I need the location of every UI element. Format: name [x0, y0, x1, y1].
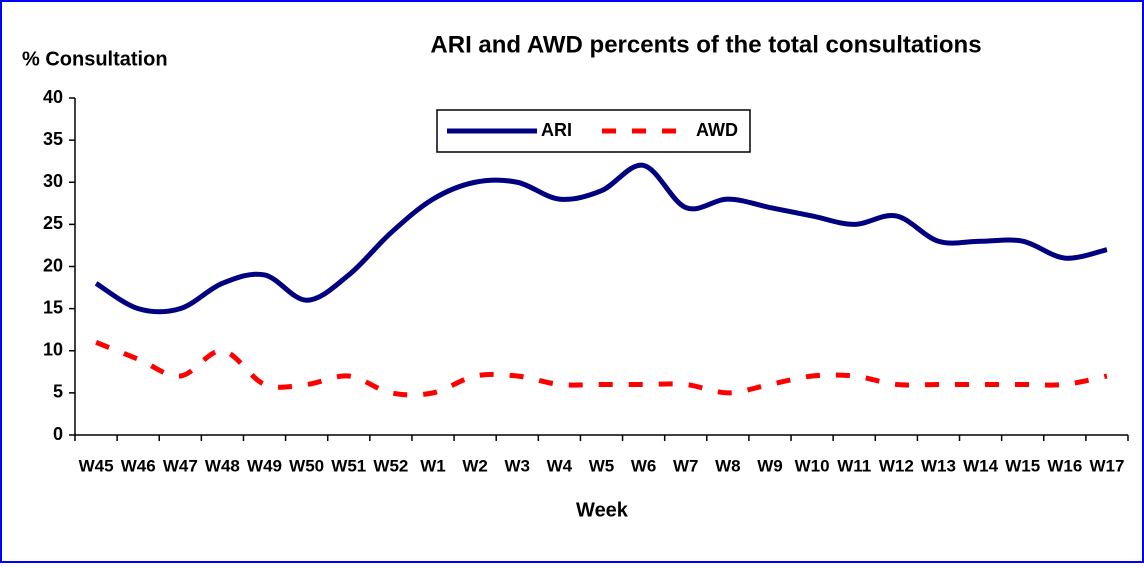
x-tick-label: W12 — [879, 456, 914, 475]
chart-title: ARI and AWD percents of the total consul… — [430, 31, 981, 58]
x-tick-label: W1 — [420, 456, 446, 475]
x-tick-label: W16 — [1047, 456, 1082, 475]
y-tick-label: 35 — [43, 129, 63, 149]
x-tick-label: W14 — [963, 456, 999, 475]
x-tick-label: W17 — [1089, 456, 1124, 475]
x-tick-label: W3 — [505, 456, 531, 475]
x-tick-label: W10 — [795, 456, 830, 475]
x-tick-label: W50 — [289, 456, 324, 475]
x-axis-label: Week — [576, 499, 629, 521]
x-tick-label: W7 — [673, 456, 699, 475]
y-tick-label: 40 — [43, 87, 63, 107]
y-tick-label: 25 — [43, 213, 63, 233]
legend-label: ARI — [541, 120, 572, 140]
x-tick-label: W48 — [205, 456, 240, 475]
x-tick-label: W9 — [757, 456, 783, 475]
x-tick-label: W13 — [921, 456, 956, 475]
y-tick-label: 10 — [43, 340, 63, 360]
x-tick-label: W47 — [163, 456, 198, 475]
x-tick-label: W52 — [373, 456, 408, 475]
x-tick-label: W4 — [547, 456, 573, 475]
x-tick-label: W46 — [121, 456, 156, 475]
series-line — [94, 162, 1108, 315]
x-tick-label: W15 — [1005, 456, 1040, 475]
x-tick-label: W8 — [715, 456, 741, 475]
y-tick-label: 5 — [53, 382, 63, 402]
x-tick-label: W51 — [331, 456, 366, 475]
y-axis-label: % Consultation — [22, 48, 168, 70]
x-tick-label: W2 — [462, 456, 488, 475]
series-line — [95, 340, 1108, 398]
x-tick-label: W5 — [589, 456, 615, 475]
y-tick-label: 20 — [43, 255, 63, 275]
legend-label: AWD — [696, 120, 738, 140]
x-tick-label: W11 — [837, 456, 871, 475]
x-tick-label: W6 — [631, 456, 657, 475]
y-tick-label: 15 — [43, 297, 63, 317]
y-tick-label: 0 — [53, 424, 63, 444]
x-tick-label: W45 — [79, 456, 114, 475]
x-tick-label: W49 — [247, 456, 282, 475]
y-tick-label: 30 — [43, 171, 63, 191]
